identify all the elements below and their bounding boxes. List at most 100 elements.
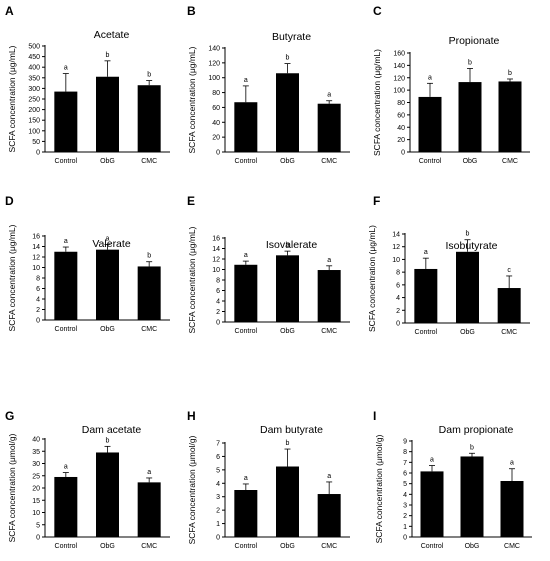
y-tick-label: 25 <box>32 473 40 480</box>
y-tick-label: 10 <box>32 510 40 517</box>
bar-control <box>418 96 442 152</box>
y-axis-label: SCFA concentration (μg/mL) <box>367 225 377 332</box>
bar-cmc <box>317 103 341 152</box>
y-tick-label: 500 <box>28 44 40 51</box>
y-tick-label: 80 <box>212 90 220 97</box>
y-tick-label: 350 <box>28 75 40 82</box>
bar-control <box>234 264 258 322</box>
bar-control <box>54 476 78 537</box>
significance-label: a <box>64 65 68 72</box>
panel-letter: F <box>373 194 380 208</box>
significance-label: a <box>327 257 331 264</box>
y-tick-label: 100 <box>28 128 40 135</box>
y-tick-label: 40 <box>32 437 40 444</box>
y-tick-label: 6 <box>216 454 220 461</box>
significance-label: c <box>507 267 511 274</box>
bar-cmc <box>137 482 161 537</box>
y-tick-label: 400 <box>28 65 40 72</box>
y-tick-label: 50 <box>32 139 40 146</box>
y-tick-label: 2 <box>36 307 40 314</box>
bar-obg <box>276 73 299 152</box>
chart-title: Propionate <box>449 35 500 47</box>
significance-label: b <box>470 444 474 451</box>
y-tick-label: 4 <box>396 295 400 302</box>
bar-obg <box>96 76 119 152</box>
x-category-label: Control <box>55 158 78 165</box>
bar-control <box>54 251 78 320</box>
y-tick-label: 4 <box>403 492 407 499</box>
y-axis-label: SCFA concentration (μg/mL) <box>7 45 17 152</box>
x-category-label: ObG <box>100 158 115 165</box>
y-tick-label: 0 <box>396 321 400 328</box>
chart-panel-g: G Dam acetate SCFA concentration (μmol/g) 0… <box>5 409 170 550</box>
x-category-label: CMC <box>141 326 157 333</box>
panel-letter: E <box>187 194 195 208</box>
x-category-label: CMC <box>321 543 337 550</box>
y-tick-label: 120 <box>208 60 220 67</box>
bar-obg <box>96 452 119 537</box>
chart-panel-b: B Butyrate SCFA concentration (μg/mL) 0 20 40… <box>187 4 350 165</box>
y-tick-label: 5 <box>36 522 40 529</box>
y-tick-label: 120 <box>393 75 405 82</box>
bar-control <box>420 471 444 537</box>
bar-obg <box>96 249 119 320</box>
y-tick-label: 4 <box>216 299 220 306</box>
chart-title: Dam butyrate <box>260 424 323 436</box>
significance-label: b <box>106 437 110 444</box>
y-tick-label: 0 <box>216 320 220 327</box>
panel-letter: D <box>5 194 14 208</box>
significance-label: a <box>106 235 110 242</box>
bar-control <box>54 91 78 152</box>
x-category-label: Control <box>415 329 438 336</box>
y-tick-label: 2 <box>216 309 220 316</box>
y-tick-label: 10 <box>32 265 40 272</box>
significance-label: b <box>147 253 151 260</box>
y-tick-label: 2 <box>396 308 400 315</box>
y-axis-label: SCFA concentration (μmol/g) <box>374 434 384 543</box>
bar-cmc <box>137 266 161 320</box>
x-category-label: Control <box>235 543 258 550</box>
chart-panel-f: F Isobutyrate SCFA concentration (μg/mL) 0 2… <box>367 194 530 336</box>
y-tick-label: 100 <box>208 75 220 82</box>
y-tick-label: 4 <box>216 481 220 488</box>
significance-label: a <box>244 77 248 84</box>
y-tick-label: 12 <box>392 244 400 251</box>
y-tick-label: 20 <box>32 486 40 493</box>
x-category-label: ObG <box>100 543 115 550</box>
bar-cmc <box>317 494 341 537</box>
y-tick-label: 40 <box>397 125 405 132</box>
panel-letter: B <box>187 4 196 18</box>
y-tick-label: 0 <box>216 535 220 542</box>
y-tick-label: 14 <box>212 246 220 253</box>
y-tick-label: 200 <box>28 107 40 114</box>
x-category-label: CMC <box>501 329 517 336</box>
y-tick-label: 5 <box>216 467 220 474</box>
chart-title: Isovalerate <box>266 239 318 251</box>
y-tick-label: 14 <box>32 244 40 251</box>
y-tick-label: 80 <box>397 100 405 107</box>
x-category-label: Control <box>235 158 258 165</box>
bar-cmc <box>497 288 521 323</box>
x-category-label: CMC <box>321 328 337 335</box>
y-tick-label: 3 <box>403 503 407 510</box>
x-category-label: Control <box>55 326 78 333</box>
y-tick-label: 140 <box>393 63 405 70</box>
y-tick-label: 3 <box>216 494 220 501</box>
x-category-label: Control <box>419 158 442 165</box>
bar-obg <box>460 456 484 537</box>
y-tick-label: 0 <box>36 318 40 325</box>
y-tick-label: 14 <box>392 232 400 239</box>
y-tick-label: 60 <box>212 105 220 112</box>
y-tick-label: 6 <box>216 288 220 295</box>
y-axis-label: SCFA concentration (μg/mL) <box>187 46 197 153</box>
panel-letter: C <box>373 4 382 18</box>
y-tick-label: 0 <box>401 150 405 157</box>
x-category-label: CMC <box>141 158 157 165</box>
y-tick-label: 30 <box>32 461 40 468</box>
chart-title: Acetate <box>94 29 130 41</box>
x-category-label: Control <box>55 543 78 550</box>
significance-label: a <box>424 249 428 256</box>
significance-label: a <box>64 238 68 245</box>
x-category-label: CMC <box>321 158 337 165</box>
